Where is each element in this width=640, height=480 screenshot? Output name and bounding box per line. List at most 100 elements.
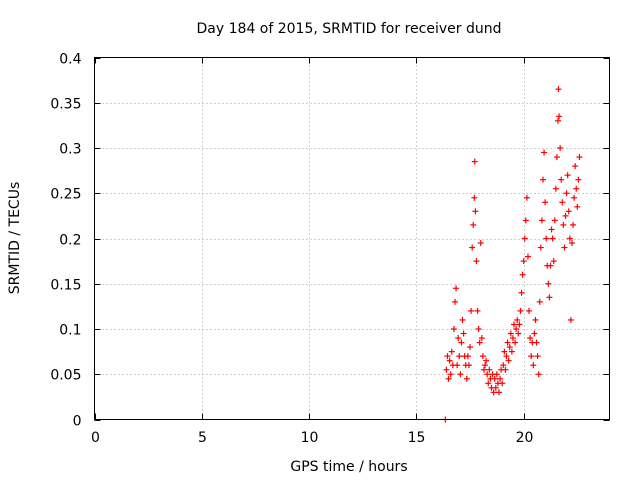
data-point xyxy=(543,235,550,242)
data-point xyxy=(463,375,470,382)
data-point xyxy=(528,353,535,360)
y-tick-label: 0.4 xyxy=(59,52,81,68)
data-point xyxy=(541,149,548,156)
data-point xyxy=(515,330,522,337)
data-point xyxy=(454,362,461,369)
data-point xyxy=(535,371,542,378)
data-points xyxy=(442,86,583,423)
data-point xyxy=(550,258,557,265)
data-point xyxy=(455,335,462,342)
data-point xyxy=(493,371,500,378)
data-point xyxy=(537,244,544,251)
data-point xyxy=(465,362,472,369)
y-tick-label: 0 xyxy=(73,414,82,430)
y-tick-label: 0.15 xyxy=(50,278,81,294)
data-point xyxy=(497,375,504,382)
data-point xyxy=(469,244,476,251)
data-point xyxy=(516,321,523,328)
data-point xyxy=(532,316,539,323)
data-point xyxy=(477,240,484,247)
data-point xyxy=(527,335,534,342)
data-point xyxy=(471,194,478,201)
data-point xyxy=(521,235,528,242)
x-tick-label: 15 xyxy=(408,430,426,446)
data-point xyxy=(505,357,512,364)
data-point xyxy=(470,221,477,228)
data-point xyxy=(503,353,510,360)
data-point xyxy=(555,86,562,93)
data-point xyxy=(508,348,515,355)
data-point xyxy=(574,203,581,210)
y-tick-label: 0.2 xyxy=(59,233,81,249)
data-point xyxy=(504,339,511,346)
y-tick-label: 0.25 xyxy=(50,187,81,203)
data-point xyxy=(520,258,527,265)
data-point xyxy=(474,307,481,314)
data-point xyxy=(456,353,463,360)
data-point xyxy=(571,194,578,201)
data-point xyxy=(567,316,574,323)
data-point xyxy=(499,380,506,387)
data-point xyxy=(492,384,499,391)
data-point xyxy=(533,339,540,346)
data-point xyxy=(502,366,509,373)
data-point xyxy=(460,330,467,337)
data-point xyxy=(575,176,582,183)
data-point xyxy=(483,357,490,364)
x-tick-label: 10 xyxy=(301,430,319,446)
data-point xyxy=(514,316,521,323)
data-point xyxy=(501,348,508,355)
data-point xyxy=(500,362,507,369)
data-point xyxy=(553,154,560,161)
data-point xyxy=(468,307,475,314)
data-point xyxy=(482,362,489,369)
data-point xyxy=(556,113,563,120)
data-point xyxy=(517,307,524,314)
data-point xyxy=(490,389,497,396)
data-point xyxy=(558,176,565,183)
data-point xyxy=(536,298,543,305)
data-point xyxy=(473,258,480,265)
chart-title: Day 184 of 2015, SRMTID for receiver dun… xyxy=(197,21,502,37)
data-point xyxy=(526,307,533,314)
data-point xyxy=(561,244,568,251)
axis-ticks xyxy=(94,57,610,421)
data-point xyxy=(563,190,570,197)
data-point xyxy=(458,339,465,346)
data-point xyxy=(560,221,567,228)
data-point xyxy=(542,199,549,206)
data-point xyxy=(570,221,577,228)
y-tick-label: 0.3 xyxy=(59,142,81,158)
data-point xyxy=(478,335,485,342)
data-point xyxy=(555,117,561,124)
data-point xyxy=(446,357,453,364)
data-point xyxy=(547,262,554,269)
data-point xyxy=(534,353,541,360)
data-point xyxy=(459,316,466,323)
y-axis-label: SRMTID / TECUs xyxy=(7,182,23,295)
data-point xyxy=(552,185,559,192)
data-point xyxy=(557,145,564,151)
data-point xyxy=(443,366,450,373)
data-point xyxy=(445,375,452,382)
y-tick-label: 0.1 xyxy=(59,323,81,339)
y-tick-label: 0.35 xyxy=(50,97,81,113)
plot-frame xyxy=(94,57,610,420)
data-point xyxy=(486,366,493,373)
data-point xyxy=(562,212,569,219)
data-point xyxy=(444,353,451,360)
data-point xyxy=(524,253,531,260)
x-tick-labels: 0 5 10 15 20 xyxy=(91,430,533,446)
data-point xyxy=(566,235,573,242)
data-point xyxy=(513,326,520,332)
data-point xyxy=(506,344,513,351)
data-point xyxy=(471,158,478,165)
data-point xyxy=(548,226,555,233)
data-point xyxy=(479,353,486,360)
data-point xyxy=(549,235,556,242)
data-point xyxy=(512,339,519,346)
data-point xyxy=(568,240,575,247)
data-point xyxy=(453,285,460,292)
x-axis-label: GPS time / hours xyxy=(290,459,407,475)
